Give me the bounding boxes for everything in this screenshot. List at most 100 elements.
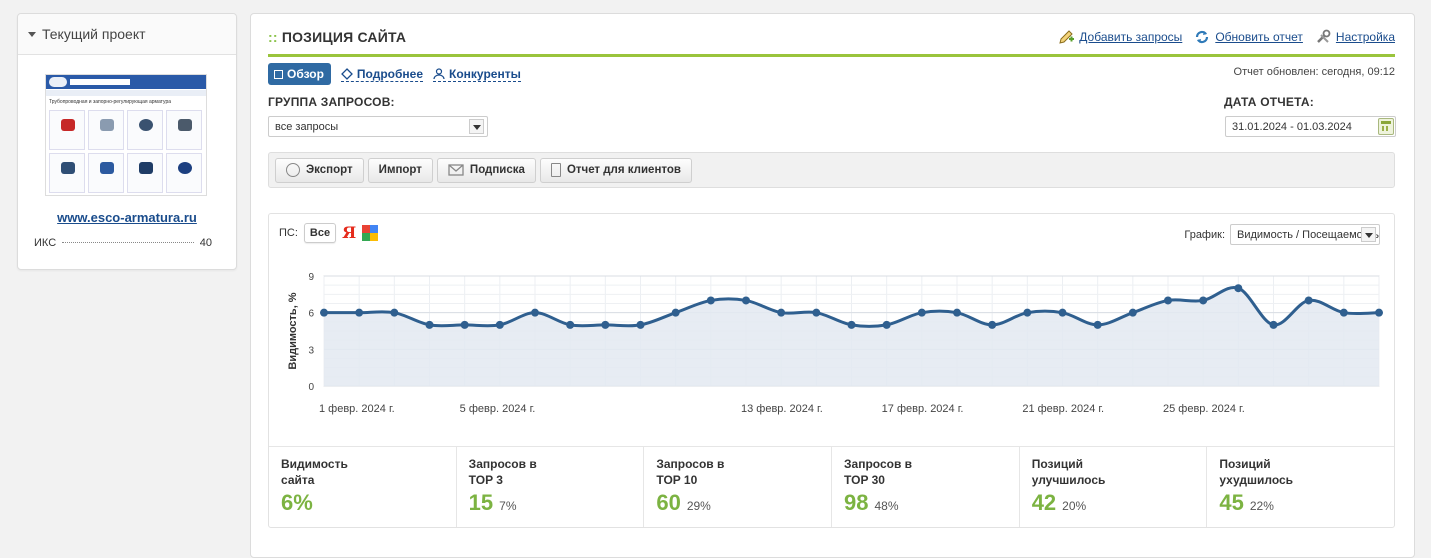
stat-value: 45	[1219, 490, 1244, 515]
data-point	[531, 308, 539, 317]
report-toolbar: Экспорт Импорт Подписка Отчет для клиент…	[268, 152, 1395, 188]
add-queries-link[interactable]: Добавить запросы	[1058, 29, 1182, 45]
subscribe-label: Подписка	[469, 164, 525, 176]
import-button[interactable]: Импорт	[367, 157, 433, 183]
data-point	[1339, 308, 1348, 317]
stat-label: Запросов в TOP 3	[468, 457, 537, 487]
user-icon	[433, 67, 445, 79]
x-tick-label: 1 февр. 2024 г.	[319, 403, 395, 415]
yandex-icon[interactable]: Я	[342, 223, 357, 242]
stat-cell: Запросов в TOP 10 60 29%	[644, 447, 833, 527]
add-queries-label: Добавить запросы	[1079, 30, 1183, 44]
stat-value-row: 15 7%	[469, 490, 632, 516]
data-point	[355, 308, 364, 317]
site-thumbnail[interactable]: Трубопроводная и запорно-регулирующая ар…	[45, 74, 207, 196]
stat-value: 15	[468, 490, 494, 515]
chevron-down-icon	[469, 119, 484, 134]
data-point	[460, 320, 469, 329]
visibility-chart-card: ПС: Все Я График: Видимость / Посещаемос…	[268, 213, 1395, 528]
report-updated-text: Отчет обновлен: сегодня, 09:12	[1233, 66, 1395, 78]
stat-value: 60	[656, 490, 681, 515]
thumb-header	[46, 75, 206, 89]
graph-type-value: Видимость / Посещаемость	[1237, 229, 1380, 241]
tab-competitors-label: Конкуренты	[449, 66, 521, 81]
report-date-label: ДАТА ОТЧЕТА:	[1224, 95, 1314, 109]
thumb-grid	[46, 108, 206, 195]
data-point	[706, 296, 715, 305]
y-tick-label: 6	[308, 309, 314, 320]
thumb-product	[88, 153, 124, 193]
tab-details[interactable]: Подробнее	[340, 66, 424, 82]
page-title: :: ПОЗИЦИЯ САЙТА	[268, 29, 406, 45]
data-point	[1269, 320, 1278, 329]
data-point	[566, 320, 575, 329]
stat-value-row: 98 48%	[844, 490, 1007, 516]
x-tick-label: 5 февр. 2024 г.	[460, 403, 536, 415]
settings-link[interactable]: Настройка	[1315, 29, 1395, 45]
data-point	[742, 296, 750, 305]
tab-overview-label: Обзор	[287, 67, 324, 81]
stats-row: Видимость сайта 6% Запросов в TOP 3 15 7% Зап…	[269, 446, 1394, 527]
y-tick-label: 0	[308, 382, 314, 393]
stat-value: 98	[844, 490, 869, 515]
google-icon[interactable]	[362, 225, 379, 241]
stat-value-row: 45 22%	[1219, 490, 1382, 516]
thumb-product	[49, 110, 85, 150]
google-icon-q3	[362, 233, 371, 241]
header-links: Добавить запросы Обновить отчет Настройк…	[1058, 29, 1395, 45]
x-tick-label: 25 февр. 2024 г.	[1163, 403, 1245, 415]
settings-label: Настройка	[1335, 30, 1395, 44]
stat-value-row: 42 20%	[1032, 490, 1195, 516]
stat-label: Позиций ухудшилось	[1219, 457, 1294, 487]
chevron-down-icon	[1361, 227, 1376, 242]
stat-percent: 29%	[686, 499, 711, 513]
visibility-area	[324, 287, 1379, 386]
data-point	[1128, 308, 1137, 317]
tab-competitors[interactable]: Конкуренты	[433, 67, 521, 82]
data-point	[320, 308, 328, 317]
graph-type-label: График:	[1184, 228, 1225, 241]
stat-cell: Запросов в TOP 3 15 7%	[457, 447, 645, 527]
client-report-button[interactable]: Отчет для клиентов	[539, 157, 692, 183]
data-point	[953, 308, 961, 317]
export-button[interactable]: Экспорт	[275, 157, 364, 183]
google-icon-q2	[370, 225, 379, 233]
google-icon-q1	[362, 225, 371, 233]
data-point	[1058, 308, 1067, 317]
report-date-value: 31.01.2024 - 01.03.2024	[1232, 121, 1352, 133]
stat-value: 42	[1031, 490, 1057, 515]
data-point	[1375, 308, 1383, 317]
dotted-leader	[62, 242, 194, 243]
stat-label: Запросов в TOP 10	[656, 457, 725, 487]
data-point	[988, 320, 997, 329]
data-point	[671, 308, 680, 317]
data-point	[1164, 296, 1172, 305]
stat-value-row: 6%	[281, 490, 444, 516]
refresh-report-link[interactable]: Обновить отчет	[1194, 29, 1303, 45]
y-tick-label: 3	[308, 345, 314, 356]
ps-all-button[interactable]: Все	[303, 223, 337, 243]
query-group-select[interactable]: все запросы	[268, 116, 488, 137]
import-label: Импорт	[378, 164, 422, 176]
thumb-nav	[46, 90, 206, 96]
current-project-header[interactable]: Текущий проект	[18, 14, 236, 55]
x-tick-label: 17 февр. 2024 г.	[882, 403, 964, 415]
thumb-logo-icon	[49, 77, 67, 87]
thumb-search	[70, 79, 130, 85]
current-project-panel: Текущий проект Трубопроводная и запорно-…	[17, 13, 237, 270]
tab-details-label: Подробнее	[356, 66, 424, 81]
iks-row: ИКС 40	[34, 237, 212, 249]
title-prefix: ::	[268, 29, 278, 45]
overview-icon	[274, 69, 283, 79]
data-point	[495, 320, 504, 329]
report-date-input[interactable]: 31.01.2024 - 01.03.2024	[1225, 116, 1396, 137]
subscribe-button[interactable]: Подписка	[436, 157, 536, 183]
thumb-product	[127, 110, 163, 150]
graph-type-select[interactable]: Видимость / Посещаемость	[1230, 224, 1380, 245]
stat-label: Видимость сайта	[281, 457, 348, 487]
calendar-icon[interactable]	[1378, 118, 1394, 135]
tab-overview[interactable]: Обзор	[268, 63, 331, 85]
project-site-link[interactable]: www.esco-armatura.ru	[57, 210, 197, 225]
subnav: Обзор Подробнее Конкуренты	[268, 63, 521, 85]
stat-label: Запросов в TOP 30	[844, 457, 913, 487]
